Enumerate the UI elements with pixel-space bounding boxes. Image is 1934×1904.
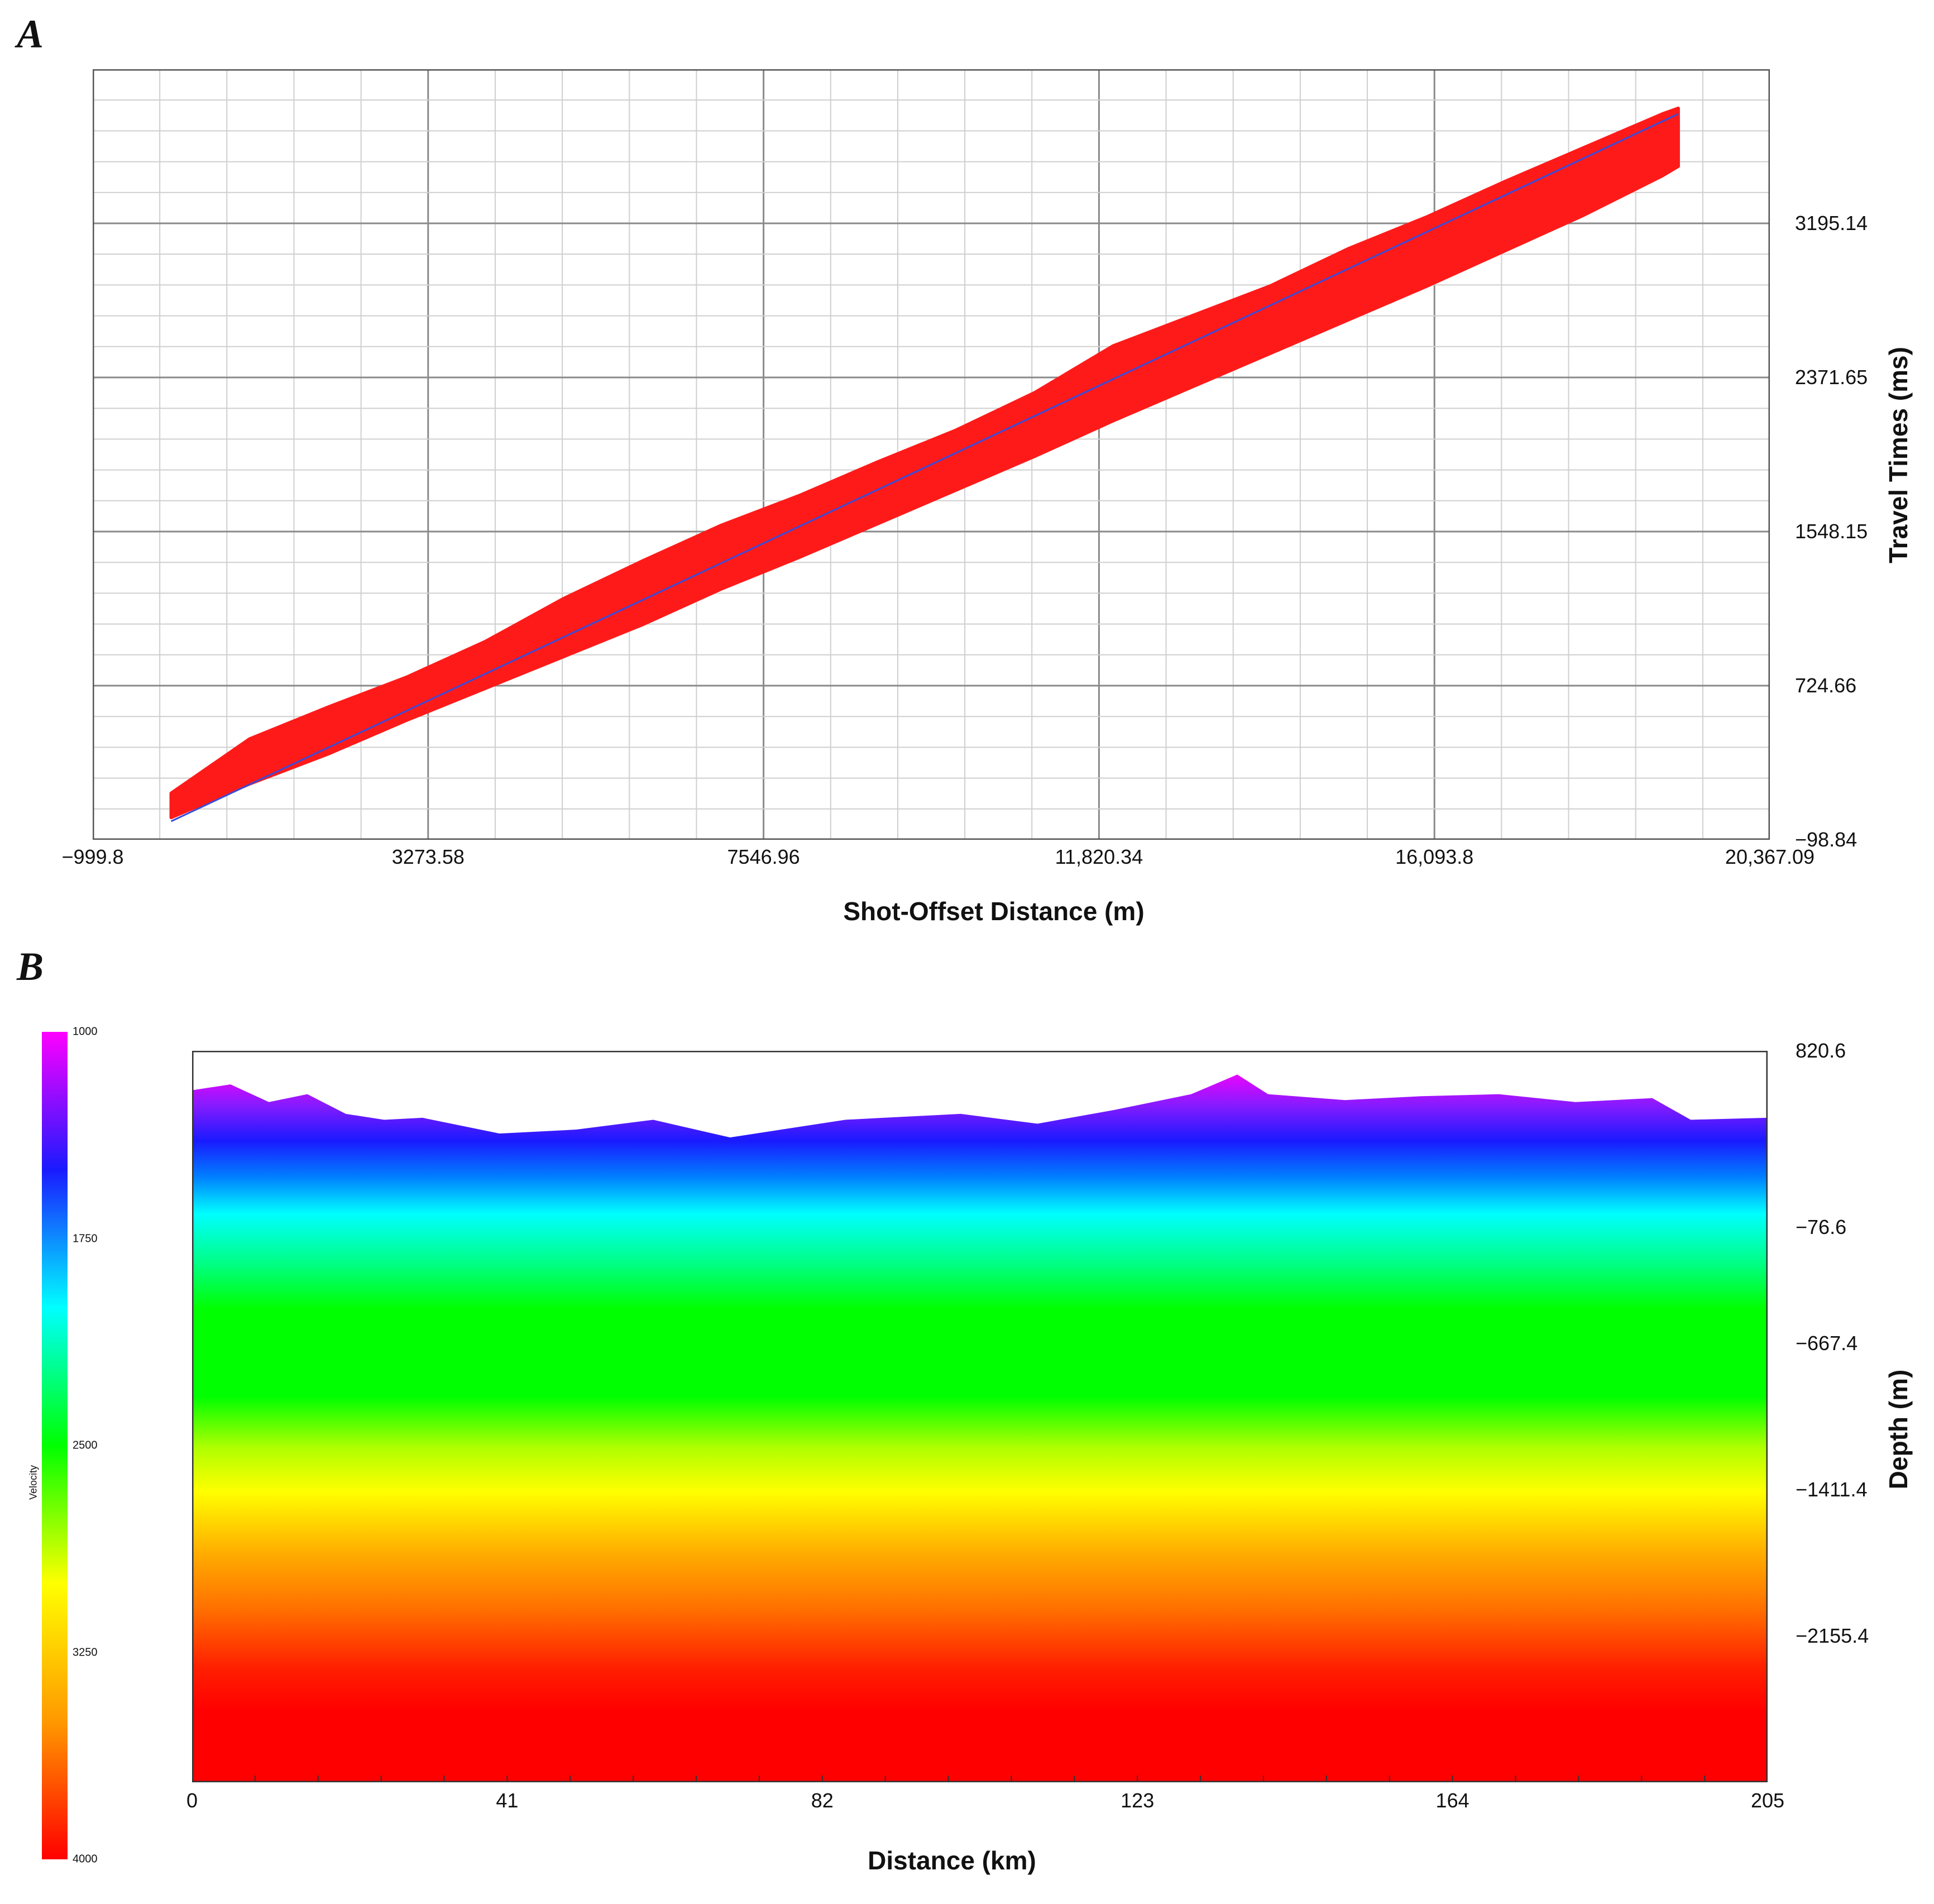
x-tick-label: 3273.58	[391, 845, 465, 868]
colorbar-tick-label: 4000	[73, 1853, 98, 1865]
tick-marks	[192, 1776, 1768, 1782]
colorbar-gradient	[42, 1032, 68, 1859]
x-tick-label-b: 41	[496, 1789, 519, 1812]
x-tick-label: 20,367.09	[1725, 845, 1815, 868]
x-tick-label: 16,093.8	[1395, 845, 1474, 868]
x-tick-label-b: 0	[186, 1789, 198, 1812]
x-tick-label-b: 82	[811, 1789, 834, 1812]
panel-a-label: A	[17, 12, 44, 56]
colorbar-title: Velocity	[27, 1465, 39, 1500]
colorbar-tick-label: 2500	[73, 1439, 98, 1452]
y-tick-label-b: −667.4	[1796, 1331, 1858, 1355]
y-tick-label: 724.66	[1795, 673, 1857, 697]
velocity-model-heatmap	[192, 1051, 1768, 1782]
x-tick-label: −999.8	[61, 845, 124, 868]
y-axis-title: Travel Times (ms)	[1884, 347, 1913, 563]
y-tick-label: 3195.14	[1795, 211, 1868, 235]
y-tick-label: 1548.15	[1795, 519, 1868, 543]
y-tick-label-b: −76.6	[1796, 1215, 1847, 1238]
x-tick-label-b: 123	[1121, 1789, 1155, 1812]
y-tick-label: −98.84	[1795, 828, 1858, 851]
fit-line	[170, 113, 1679, 822]
x-axis-title: Shot-Offset Distance (m)	[843, 897, 1145, 926]
heatmap-frame	[192, 1051, 1768, 1782]
y-tick-label-b: −2155.4	[1796, 1624, 1869, 1647]
colorbar-tick-label: 3250	[73, 1646, 98, 1658]
x-tick-label: 11,820.34	[1055, 845, 1143, 868]
plot-frame	[93, 69, 1770, 840]
travel-time-points	[169, 106, 1680, 820]
colorbar-tick-label: 1750	[73, 1232, 98, 1245]
panel-b-label: B	[17, 944, 44, 989]
y-tick-label-b: 820.6	[1796, 1039, 1846, 1062]
x-tick-label: 7546.96	[727, 845, 800, 868]
y-tick-label-b: −1411.4	[1796, 1477, 1868, 1501]
velocity-field	[192, 1074, 1768, 1782]
x-tick-label-b: 164	[1435, 1789, 1469, 1812]
y-axis-title-b: Depth (m)	[1884, 1369, 1913, 1490]
travel-time-scatter-plot	[93, 69, 1770, 840]
y-tick-label: 2371.65	[1795, 365, 1868, 389]
velocity-colorbar	[42, 1032, 68, 1859]
colorbar-tick-label: 1000	[73, 1025, 98, 1038]
x-axis-title-b: Distance (km)	[868, 1846, 1036, 1875]
x-tick-label-b: 205	[1750, 1789, 1785, 1812]
